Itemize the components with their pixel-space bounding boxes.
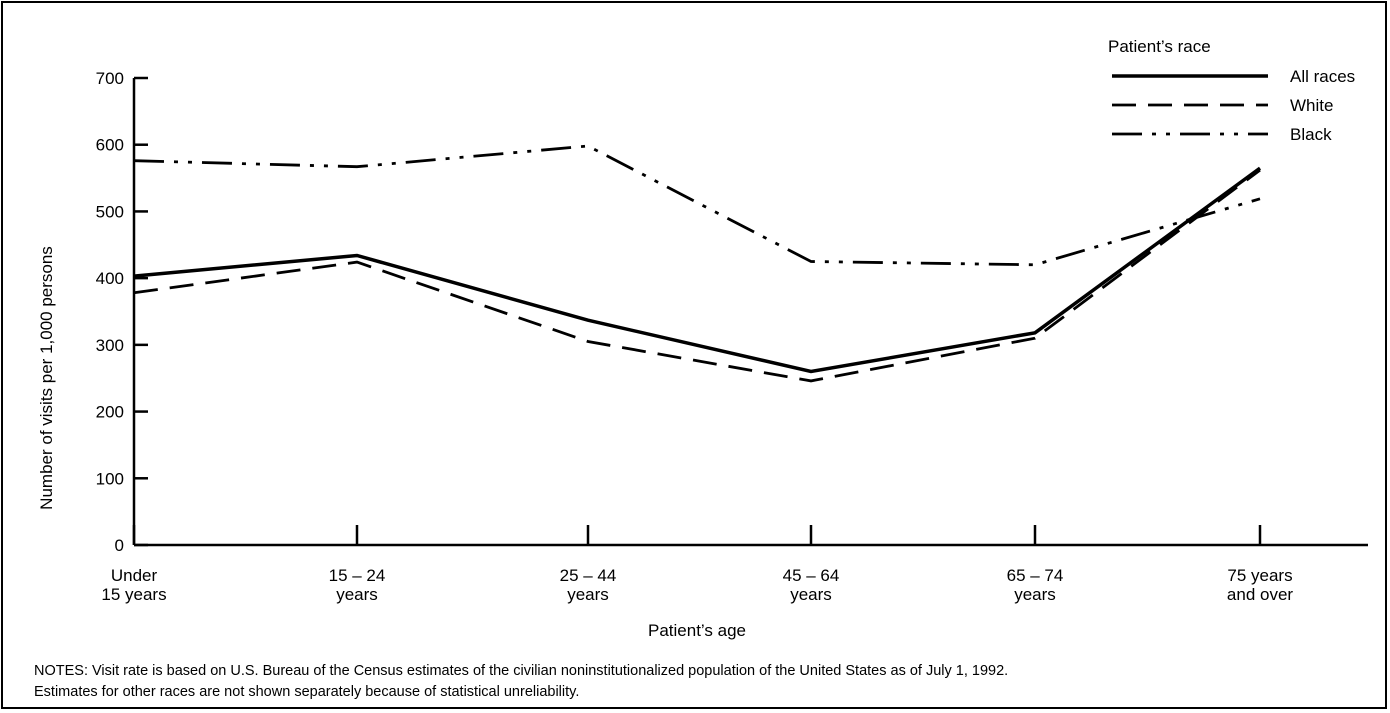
x-tick-label-line1: 45 – 64: [783, 566, 840, 585]
series-line-all-races: [133, 166, 1262, 374]
y-tick-label: 300: [96, 336, 124, 355]
legend: Patient’s race All races White Black: [1108, 37, 1355, 144]
x-tick-label-line2: 15 years: [101, 585, 166, 604]
notes-line-1: NOTES: Visit rate is based on U.S. Burea…: [34, 663, 1009, 679]
legend-title: Patient’s race: [1108, 37, 1211, 56]
series-line-black: [133, 144, 1261, 267]
y-tick-label: 500: [96, 202, 124, 221]
x-tick-label-line2: years: [1014, 585, 1056, 604]
y-tick-label: 400: [96, 269, 124, 288]
notes: NOTES: Visit rate is based on U.S. Burea…: [34, 661, 1374, 703]
series-lines: [133, 144, 1262, 383]
series-line-white: [133, 168, 1261, 383]
x-axis-label: Patient’s age: [648, 621, 746, 640]
axes: [132, 78, 1368, 547]
y-tick-label: 0: [115, 536, 124, 555]
x-tick-label-line1: 65 – 74: [1007, 566, 1064, 585]
x-tick-label-line2: years: [567, 585, 609, 604]
x-tick-label-line1: 15 – 24: [329, 566, 386, 585]
x-tick-label-line1: 75 years: [1227, 566, 1292, 585]
x-tick-label-line2: years: [790, 585, 832, 604]
y-tick-label: 100: [96, 469, 124, 488]
legend-label: White: [1290, 96, 1333, 115]
y-axis-label: Number of visits per 1,000 persons: [37, 246, 56, 510]
legend-label: All races: [1290, 67, 1355, 86]
x-tick-label-line1: 25 – 44: [560, 566, 617, 585]
notes-line-2: Estimates for other races are not shown …: [34, 684, 580, 700]
y-axis-ticks: 0 100 200 300 400 500 600 700: [96, 69, 148, 555]
x-tick-label-line1: Under: [111, 566, 158, 585]
y-tick-label: 600: [96, 136, 124, 155]
y-tick-label: 200: [96, 403, 124, 422]
y-tick-label: 700: [96, 69, 124, 88]
x-tick-label-line2: and over: [1227, 585, 1293, 604]
legend-label: Black: [1290, 125, 1332, 144]
x-tick-label-line2: years: [336, 585, 378, 604]
